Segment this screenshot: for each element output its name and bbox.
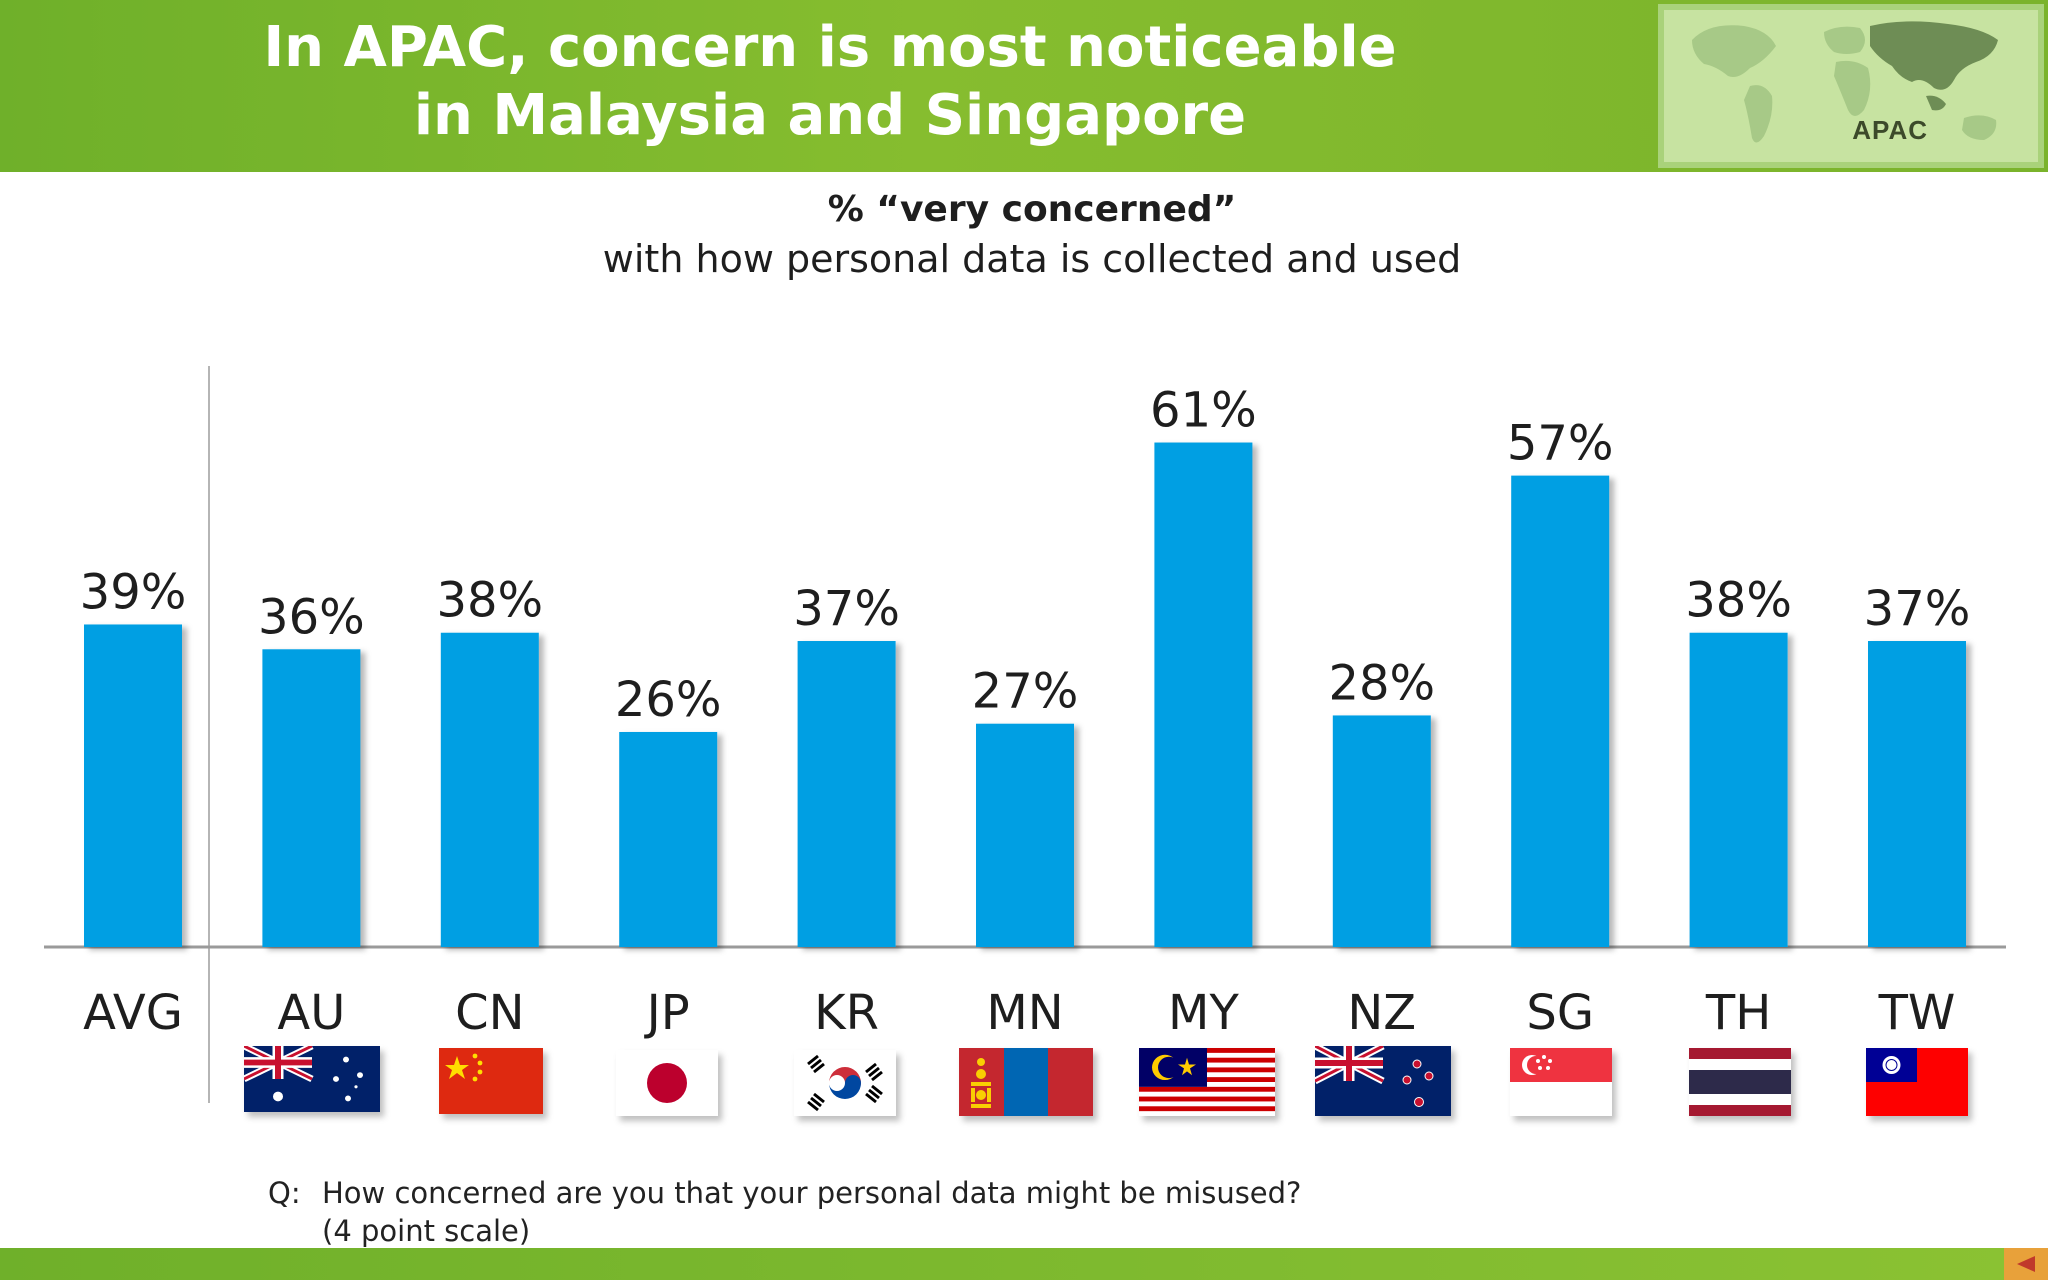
header-banner: In APAC, concern is most noticeable in M… — [0, 0, 2048, 172]
world-map-shapes — [1692, 21, 1998, 143]
bar-tw — [1868, 641, 1966, 947]
question-text: How concerned are you that your personal… — [322, 1176, 1302, 1210]
bar-nz — [1332, 715, 1431, 947]
value-label-au: 36% — [258, 589, 365, 645]
category-label-mn: MN — [986, 985, 1063, 1041]
category-label-cn: CN — [455, 985, 524, 1041]
value-label-mn: 27% — [972, 664, 1079, 720]
value-label-sg: 57% — [1507, 416, 1614, 472]
region-label: APAC — [1852, 115, 1928, 145]
question-scale-note: (4 point scale) — [322, 1214, 531, 1248]
value-label-my: 61% — [1150, 383, 1257, 439]
bar-avg — [84, 624, 182, 947]
category-label-sg: SG — [1526, 985, 1594, 1041]
malaysia-flag-icon — [1139, 1048, 1275, 1116]
bar-kr — [797, 641, 896, 947]
survey-question-footnote: Q: How concerned are you that your person… — [268, 1174, 1301, 1250]
bars-group — [84, 442, 1966, 947]
chart-subtitle-line-2: with how personal data is collected and … — [602, 237, 1462, 281]
taiwan-flag-icon — [1866, 1048, 1968, 1116]
value-label-cn: 38% — [436, 573, 543, 629]
page-title-line-1: In APAC, concern is most noticeable — [263, 15, 1397, 80]
category-label-jp: JP — [644, 985, 690, 1041]
value-labels-group: 39% 36% 38% 26% 37% 27% 61% 28% 57% 38% 37% — [80, 383, 1971, 728]
value-label-jp: 26% — [615, 672, 722, 728]
new-zealand-flag-icon — [1315, 1046, 1451, 1116]
bar-au — [262, 649, 361, 947]
chart-subtitle-line-1: % “very concerned” — [827, 189, 1237, 230]
bar-th — [1689, 632, 1788, 947]
japan-flag-icon — [616, 1050, 718, 1116]
thailand-flag-icon — [1689, 1048, 1791, 1116]
category-label-kr: KR — [814, 985, 879, 1041]
bar-chart: 39% 36% 38% 26% 37% 27% 61% 28% 57% 38% 37% AVG AU C… — [44, 366, 2006, 1103]
chart-subtitle: % “very concerned” with how personal dat… — [0, 186, 2048, 284]
mongolia-flag-icon — [959, 1048, 1093, 1116]
category-label-th: TH — [1705, 985, 1771, 1041]
previous-slide-button[interactable] — [2004, 1248, 2048, 1280]
footer-bar — [0, 1248, 2048, 1280]
bar-cn — [440, 632, 539, 947]
category-label-au: AU — [277, 985, 345, 1041]
china-flag-icon — [439, 1048, 543, 1114]
value-label-th: 38% — [1685, 573, 1792, 629]
category-label-my: MY — [1168, 985, 1239, 1041]
value-label-nz: 28% — [1328, 655, 1435, 711]
page-title-line-2: in Malaysia and Singapore — [413, 83, 1247, 148]
world-map-icon: APAC — [1658, 4, 2044, 168]
page-title: In APAC, concern is most noticeable in M… — [200, 14, 1460, 150]
category-labels-group: AVG AU CN JP KR MN MY NZ SG TH TW — [83, 985, 1955, 1041]
category-label-tw: TW — [1878, 985, 1956, 1041]
bar-jp — [619, 731, 718, 947]
bar-my — [1154, 442, 1253, 947]
value-label-tw: 37% — [1864, 581, 1971, 637]
south-korea-flag-icon — [794, 1050, 896, 1116]
australia-flag-icon — [244, 1046, 380, 1112]
singapore-flag-icon — [1510, 1048, 1612, 1116]
bar-sg — [1511, 475, 1610, 947]
bar-mn — [976, 723, 1074, 947]
arrow-left-icon — [2017, 1256, 2035, 1272]
value-label-avg: 39% — [80, 564, 187, 620]
category-label-nz: NZ — [1347, 985, 1416, 1041]
category-label-avg: AVG — [83, 985, 183, 1041]
value-label-kr: 37% — [793, 581, 900, 637]
question-label: Q: — [268, 1176, 301, 1210]
